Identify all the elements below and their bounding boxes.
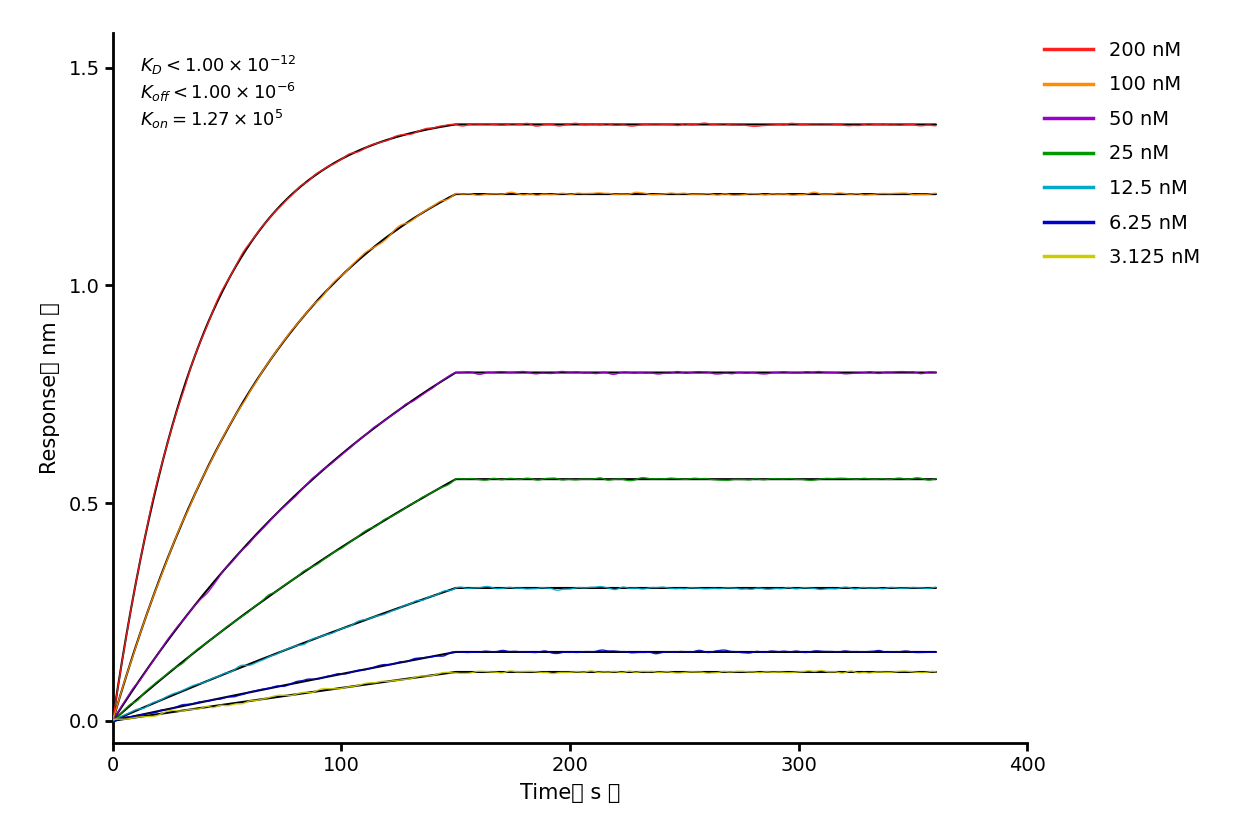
Y-axis label: Response（ nm ）: Response（ nm ） [40,302,60,474]
X-axis label: Time（ s ）: Time（ s ） [520,783,620,803]
Legend: 200 nM, 100 nM, 50 nM, 25 nM, 12.5 nM, 6.25 nM, 3.125 nM: 200 nM, 100 nM, 50 nM, 25 nM, 12.5 nM, 6… [1036,33,1208,275]
Text: $K_D<1.00\times10^{-12}$
$K_{off}<1.00\times10^{-6}$
$K_{on}=1.27\times10^5$: $K_D<1.00\times10^{-12}$ $K_{off}<1.00\t… [140,54,297,131]
